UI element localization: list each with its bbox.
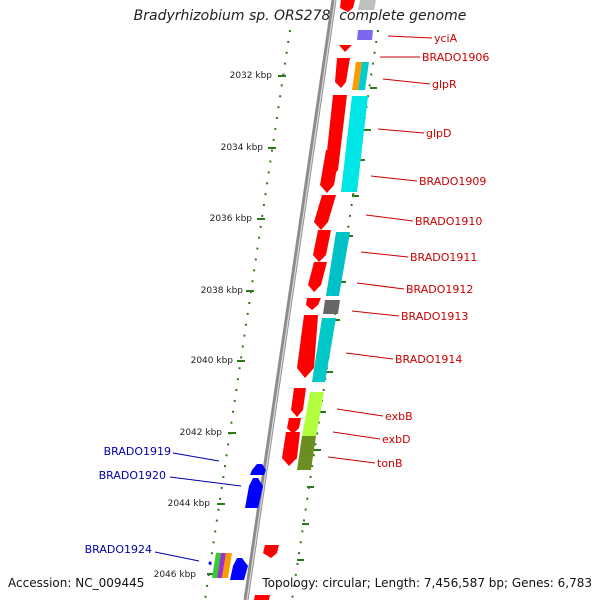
- gene-arrow[interactable]: [245, 478, 263, 508]
- feature-track: [297, 0, 376, 470]
- gene-arrow[interactable]: [291, 388, 306, 417]
- gene-label-glpD[interactable]: glpD: [426, 127, 452, 140]
- gene-label-brado1909[interactable]: BRADO1909: [419, 175, 486, 188]
- genome-axis: [243, 0, 337, 600]
- gene-label-brado1912[interactable]: BRADO1912: [406, 283, 473, 296]
- gene-arrow[interactable]: [335, 58, 350, 88]
- gene-arrow[interactable]: [314, 195, 336, 230]
- gene-arrow[interactable]: [282, 432, 300, 466]
- gene-arrow[interactable]: [339, 45, 352, 52]
- reverse-gene-track: [208, 464, 266, 580]
- gene-label-exbD[interactable]: exbD: [382, 433, 411, 446]
- gene-arrow[interactable]: [320, 150, 340, 193]
- gene-label-brado1919[interactable]: BRADO1919: [104, 445, 171, 458]
- gene-arrow[interactable]: [287, 418, 301, 434]
- accession-text: Accession: NC_009445: [8, 576, 145, 590]
- tick-label: 2044 kbp: [168, 499, 211, 509]
- gene-label-brado1910[interactable]: BRADO1910: [415, 215, 482, 228]
- gene-label-brado1906[interactable]: BRADO1906: [422, 51, 489, 64]
- genome-summary-text: Topology: circular; Length: 7,456,587 bp…: [262, 576, 592, 590]
- gene-label-exbB[interactable]: exbB: [385, 410, 413, 423]
- tick-label: 2036 kbp: [210, 214, 253, 224]
- gene-label-brado1920[interactable]: BRADO1920: [99, 469, 166, 482]
- tick-label: 2038 kbp: [201, 286, 244, 296]
- gene-arrow[interactable]: [297, 315, 318, 378]
- forward-gene-track: [254, 0, 355, 600]
- tick-label: 2032 kbp: [230, 71, 273, 81]
- gene-arrow[interactable]: [306, 298, 321, 310]
- gene-label-yciA[interactable]: yciA: [434, 32, 458, 45]
- gene-label-brado1924[interactable]: BRADO1924: [85, 543, 152, 556]
- gene-label-glpR[interactable]: glpR: [432, 78, 457, 91]
- scale-ticks: 2032 kbp 2034 kbp 2036 kbp 2038 kbp 2040…: [154, 71, 286, 580]
- gene-arrow[interactable]: [263, 545, 279, 558]
- scale-dotted-line: [204, 29, 291, 600]
- gene-arrow[interactable]: [308, 262, 327, 292]
- tick-label: 2046 kbp: [154, 570, 197, 580]
- tick-label: 2040 kbp: [191, 356, 234, 366]
- gene-label-tonB[interactable]: tonB: [377, 457, 403, 470]
- gene-label-brado1913[interactable]: BRADO1913: [401, 310, 468, 323]
- tick-label: 2034 kbp: [221, 143, 264, 153]
- gene-arrow[interactable]: [254, 595, 270, 600]
- gene-arrow[interactable]: [230, 558, 248, 580]
- gene-label-brado1914[interactable]: BRADO1914: [395, 353, 462, 366]
- genome-title: Bradyrhizobium sp. ORS278, complete geno…: [133, 8, 467, 24]
- tick-label: 2042 kbp: [180, 428, 223, 438]
- gene-arrow[interactable]: [313, 230, 331, 262]
- gene-arrow[interactable]: [340, 0, 355, 12]
- gene-label-brado1911[interactable]: BRADO1911: [410, 251, 477, 264]
- gene-arrow[interactable]: [250, 464, 266, 475]
